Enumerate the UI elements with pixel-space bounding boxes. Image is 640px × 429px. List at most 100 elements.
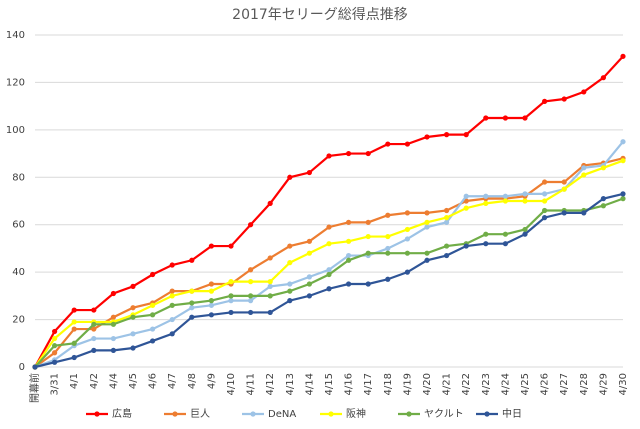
data-point bbox=[385, 141, 391, 147]
data-point bbox=[71, 307, 77, 313]
data-point bbox=[424, 219, 430, 225]
y-tick-label: 40 bbox=[12, 267, 25, 278]
x-tick-label: 4/2 bbox=[89, 373, 100, 389]
data-point bbox=[248, 298, 254, 304]
legend-marker bbox=[172, 411, 178, 417]
data-point bbox=[248, 309, 254, 316]
data-point bbox=[169, 302, 175, 308]
data-point bbox=[228, 298, 234, 304]
legend-marker bbox=[484, 411, 490, 417]
data-point bbox=[522, 198, 528, 204]
x-tick-label: 4/18 bbox=[383, 373, 394, 395]
data-point bbox=[306, 250, 312, 256]
data-point bbox=[326, 153, 332, 159]
data-point bbox=[169, 262, 175, 268]
data-point bbox=[71, 354, 77, 361]
data-point bbox=[267, 283, 273, 289]
y-tick-label: 80 bbox=[12, 172, 25, 183]
legend-label: 巨人 bbox=[190, 408, 210, 420]
data-point bbox=[346, 257, 352, 263]
data-point bbox=[52, 343, 58, 349]
legend-label: 広島 bbox=[112, 407, 132, 420]
data-point bbox=[483, 115, 489, 121]
x-tick-label: 4/6 bbox=[148, 373, 159, 389]
data-point bbox=[346, 281, 352, 287]
data-point bbox=[208, 312, 214, 318]
data-point bbox=[542, 215, 548, 221]
data-point bbox=[326, 286, 332, 292]
x-tick-label: 4/17 bbox=[363, 373, 374, 395]
data-point bbox=[620, 196, 626, 202]
data-point bbox=[444, 252, 450, 259]
data-point bbox=[502, 193, 508, 199]
x-tick-label: 4/24 bbox=[500, 373, 511, 395]
data-point bbox=[404, 210, 410, 216]
data-point bbox=[365, 281, 371, 287]
data-point bbox=[287, 243, 293, 249]
x-tick-label: 4/20 bbox=[422, 373, 433, 395]
data-point bbox=[326, 271, 332, 278]
data-point bbox=[189, 305, 195, 311]
y-tick-label: 140 bbox=[6, 30, 25, 41]
data-point bbox=[600, 203, 607, 209]
legend-label: DeNA bbox=[268, 409, 296, 420]
data-point bbox=[581, 89, 587, 95]
data-point bbox=[228, 279, 234, 285]
data-point bbox=[130, 283, 136, 289]
data-point bbox=[189, 300, 195, 306]
data-point bbox=[385, 276, 391, 282]
data-point bbox=[600, 75, 607, 81]
data-point bbox=[444, 132, 450, 138]
data-point bbox=[248, 279, 254, 285]
legend-label: ヤクルト bbox=[424, 408, 464, 420]
legend-label: 中日 bbox=[502, 407, 522, 420]
x-tick-label: 4/19 bbox=[402, 373, 413, 395]
x-tick-label: 4/13 bbox=[285, 373, 296, 395]
x-tick-label: 4/7 bbox=[167, 373, 178, 389]
data-point bbox=[150, 302, 156, 308]
data-point bbox=[208, 302, 214, 308]
data-point bbox=[287, 298, 293, 304]
data-point bbox=[130, 314, 136, 320]
legend-marker bbox=[406, 411, 412, 417]
data-point bbox=[365, 150, 371, 157]
data-point bbox=[483, 193, 489, 199]
data-point bbox=[404, 236, 410, 242]
data-point bbox=[130, 331, 136, 337]
data-point bbox=[600, 196, 607, 202]
data-point bbox=[365, 233, 371, 240]
data-point bbox=[483, 200, 489, 206]
data-point bbox=[424, 250, 430, 256]
data-point bbox=[110, 335, 116, 342]
data-point bbox=[267, 279, 273, 285]
data-point bbox=[169, 316, 175, 323]
data-point bbox=[228, 293, 234, 299]
x-tick-label: 4/30 bbox=[618, 373, 629, 395]
data-point bbox=[91, 307, 97, 313]
x-tick-label: 4/23 bbox=[481, 373, 492, 395]
x-tick-label: 3/31 bbox=[50, 373, 61, 395]
x-tick-label: 4/27 bbox=[559, 373, 570, 395]
data-point bbox=[581, 210, 587, 216]
data-point bbox=[130, 305, 136, 311]
data-point bbox=[444, 243, 450, 249]
data-point bbox=[444, 219, 450, 225]
data-point bbox=[424, 224, 430, 230]
y-tick-label: 120 bbox=[6, 77, 25, 88]
data-point bbox=[228, 243, 234, 249]
data-point bbox=[189, 288, 195, 294]
data-point bbox=[404, 250, 410, 256]
data-point bbox=[208, 243, 214, 249]
data-point bbox=[346, 238, 352, 244]
x-tick-label: 4/26 bbox=[540, 373, 551, 395]
data-point bbox=[248, 267, 254, 273]
x-tick-label: 4/4 bbox=[108, 373, 119, 389]
data-point bbox=[32, 364, 38, 370]
data-point bbox=[561, 186, 567, 192]
data-point bbox=[306, 293, 312, 299]
y-tick-label: 20 bbox=[12, 315, 25, 326]
data-point bbox=[52, 328, 58, 335]
y-tick-label: 0 bbox=[19, 362, 25, 373]
data-point bbox=[404, 141, 410, 147]
x-tick-label: 4/21 bbox=[442, 373, 453, 395]
